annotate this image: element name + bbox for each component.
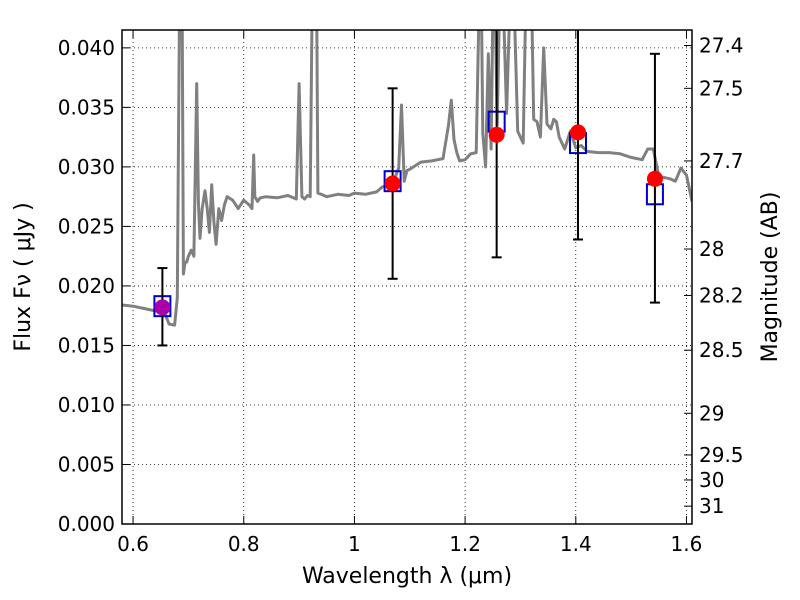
x-tick-label: 0.8 [228,532,260,556]
y-tick-label: 0.025 [58,214,115,238]
y-tick-label: 0.005 [58,452,115,476]
x-tick-label: 0.6 [117,532,149,556]
y-tick-label: 0.000 [58,512,115,536]
plot-area [122,30,692,347]
y-right-tick-label: 29.5 [699,443,744,467]
x-tick-label: 1.2 [449,532,481,556]
x-axis-title: Wavelength λ (μm) [302,564,512,589]
y-tick-label: 0.015 [58,333,115,357]
observed-point [570,124,586,141]
observed-point [154,299,171,316]
y-axis-right-title: Magnitude (AB) [758,192,783,363]
y-right-tick-label: 27.4 [699,33,744,57]
observed-point [646,170,663,187]
y-axis-title: Flux Fν ( μJy ) [11,202,36,351]
y-right-tick-label: 27.5 [699,76,744,100]
y-tick-label: 0.040 [58,36,115,60]
y-right-tick-label: 29 [699,401,724,425]
y-tick-label: 0.010 [58,393,115,417]
x-tick-label: 1.6 [671,532,703,556]
y-right-tick-label: 28.2 [699,283,744,307]
observed-point [488,126,505,143]
axis-ticks: 0.6 0.8 1 1.2 1.4 1.6 0.000 0.005 0.010 0.015 0.02… [58,30,744,556]
y-right-tick-label: 31 [699,494,724,518]
y-tick-label: 0.030 [58,155,115,179]
y-right-tick-label: 27.7 [699,149,744,173]
y-right-tick-label: 30 [699,468,724,492]
observed-point [384,175,401,192]
y-tick-label: 0.035 [58,95,115,119]
x-tick-label: 1 [348,532,361,556]
x-tick-label: 1.4 [560,532,592,556]
y-tick-label: 0.020 [58,274,115,298]
grid [122,30,692,525]
spectrum-line [122,30,692,327]
y-right-tick-label: 28.5 [699,338,744,362]
y-right-tick-label: 28 [699,237,724,261]
plot-frame [121,29,693,525]
